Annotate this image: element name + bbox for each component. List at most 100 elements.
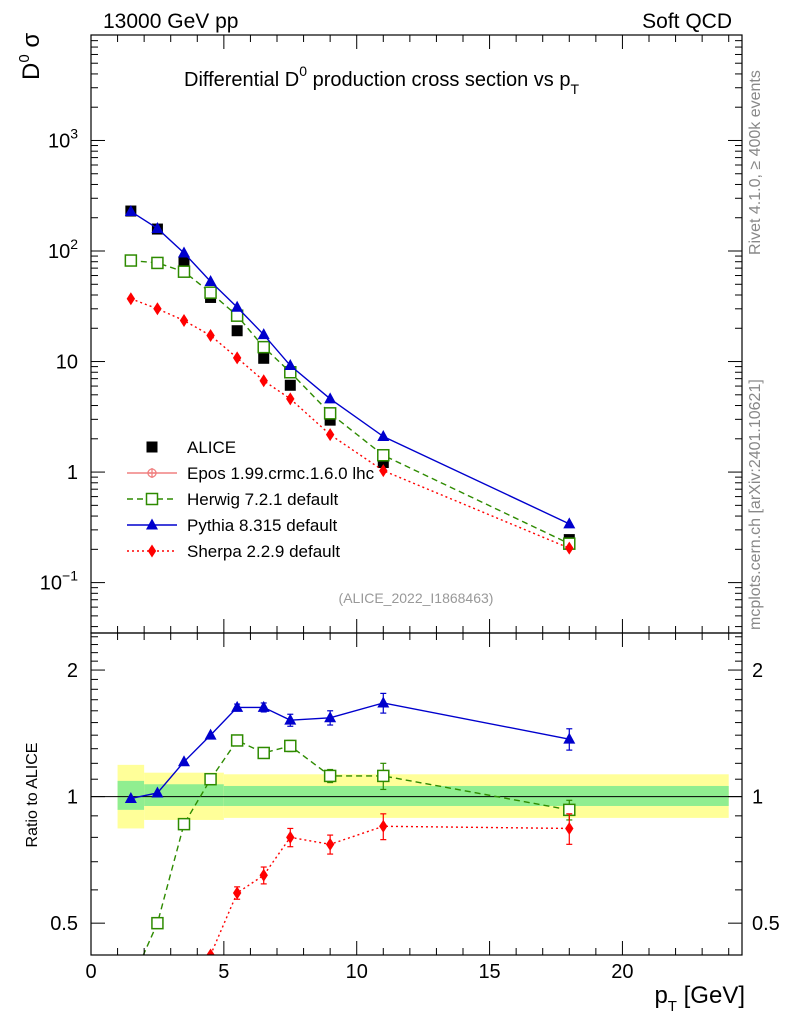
mcplots-label: mcplots.cern.ch [arXiv:2401.10621] [747,379,764,630]
herwig-point-3 [204,286,217,299]
x-tick-label-3: 15 [478,961,500,983]
x-axis-label: pT [GeV] [654,982,745,1015]
header-energy-label: 13000 GeV pp [103,10,238,33]
main-title: Differential D0 production cross section… [184,63,580,97]
legend-label-pythia: Pythia 8.315 default [187,516,338,535]
herwig-point-8 [377,448,390,462]
x-axis: 0 5 10 15 20 [85,35,730,983]
ratio-y-tick-label-left-2: 2 [67,660,78,682]
herwig-ratio-point-1 [151,916,164,930]
pythia-point-7 [324,392,337,404]
herwig-ratio-point-2 [177,817,191,831]
legend-marker-herwig [145,492,159,506]
sherpa-ratio-line [209,825,570,955]
pythia-ratio-point-4 [231,700,244,712]
pythia-ratio-point-1 [151,786,164,798]
sherpa-point-7 [325,428,335,442]
pythia-point-8 [377,429,390,441]
pythia-point-4 [231,300,244,312]
pythia-ratio-point-9 [563,732,576,744]
herwig-point-1 [151,256,164,270]
alice-point-7 [324,414,336,426]
legend-label-herwig: Herwig 7.2.1 default [187,490,338,509]
ratio-y-tick-label-right-0: 0.5 [752,913,780,935]
band-inner-1 [144,784,224,806]
series-pythia [124,204,576,529]
legend-entry-epos: Epos 1.99.crmc.1.6.0 lhc [127,464,375,483]
alice-point-5 [258,352,270,364]
sherpa-point-8 [379,464,388,478]
legend-marker-sherpa [147,544,157,558]
herwig-line [130,259,570,545]
ratio-series-herwig [125,734,576,989]
ratio-y-tick-label-left-1: 1 [67,787,78,809]
legend-entry-sherpa: Sherpa 2.2.9 default [127,542,340,561]
pythia-ratio-point-3 [204,728,217,740]
legend-label-alice: ALICE [187,438,236,457]
pythia-ratio-point-0 [124,791,137,803]
sherpa-point-6 [286,392,295,406]
pythia-point-2 [178,246,190,258]
x-tick-label-2: 10 [346,961,368,983]
herwig-point-5 [257,340,270,354]
main-y-tick-label-4: 103 [48,125,78,152]
alice-point-8 [377,457,389,469]
main-series [124,204,576,555]
herwig-ratio-point-4 [230,734,244,747]
x-tick-label-1: 5 [218,961,229,983]
herwig-point-7 [323,407,337,420]
pythia-ratio-point-5 [257,700,270,712]
sherpa-ratio-point-4 [325,837,335,851]
pythia-ratio-point-7 [324,711,337,723]
sherpa-point-1 [153,302,162,316]
ratio-series-sherpa [206,813,574,955]
main-y-tick-label-0: 10−1 [40,568,78,595]
herwig-ratio-line [142,739,570,955]
herwig-ratio-point-8 [377,769,390,783]
ratio-series [124,692,576,989]
herwig-ratio-point-6 [284,739,297,753]
herwig-point-0 [124,254,138,267]
pythia-point-3 [204,274,217,286]
legend-entry-alice: ALICE [146,438,236,457]
ratio-frame [90,632,743,956]
sherpa-ratio-point-6 [565,821,574,835]
rivet-version-label: Rivet 4.1.0, ≥ 400k events [747,70,764,255]
legend-marker-epos [147,468,157,478]
herwig-ratio-point-7 [323,769,337,783]
pythia-ratio-point-6 [284,713,297,725]
alice-point-4 [231,325,243,337]
pythia-ratio-point-8 [377,696,390,708]
pythia-point-0 [124,204,137,216]
sherpa-ratio-point-3 [286,830,295,844]
herwig-ratio-point-3 [204,772,217,786]
main-y-tick-label-3: 102 [48,236,78,263]
herwig-ratio-point-5 [257,746,270,760]
sherpa-line [130,298,570,549]
main-y-tick-label-1: 1 [67,462,78,484]
ratio-y-tick-label-right-1: 1 [752,787,763,809]
header-category-label: Soft QCD [642,10,732,33]
sherpa-point-9 [565,541,574,555]
main-y-axis: 10−1 1 10 102 103 [40,34,742,628]
herwig-ratio-point-0 [125,978,136,989]
sherpa-ratio-point-2 [259,868,268,882]
ratio-ylabel: Ratio to ALICE [24,743,41,848]
sherpa-ratio-point-1 [232,886,242,900]
sherpa-point-3 [206,329,215,343]
sherpa-point-2 [179,314,189,328]
pythia-point-9 [563,517,576,529]
x-tick-label-4: 20 [611,961,633,983]
ratio-y-tick-label-right-2: 2 [752,660,763,682]
sherpa-point-5 [259,374,268,388]
herwig-point-2 [177,265,191,278]
main-ylabel: D0 σ [16,33,45,80]
legend-entry-pythia: Pythia 8.315 default [127,516,338,535]
main-y-tick-label-2: 10 [56,352,78,374]
sherpa-point-0 [126,292,136,306]
legend-marker-pythia [146,518,158,530]
sherpa-point-4 [232,351,242,365]
legend-marker-alice [146,441,158,453]
ratio-y-axis: 0.5 0.5 1 1 2 2 [50,636,780,935]
